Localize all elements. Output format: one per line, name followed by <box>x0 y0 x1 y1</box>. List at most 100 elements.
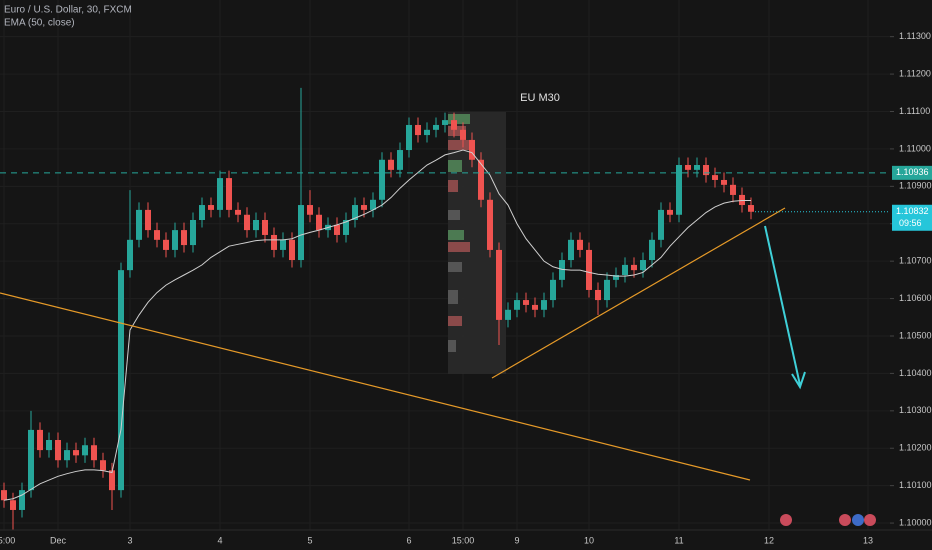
y-tick-label: 1.10600 <box>899 293 932 303</box>
candle-body <box>190 220 196 246</box>
x-tick-label: 15:00 <box>0 535 15 545</box>
candle-body <box>406 124 412 151</box>
candle-body <box>46 440 52 451</box>
candle-body <box>460 129 466 140</box>
event-icon <box>780 514 792 526</box>
symbol-title: Euro / U.S. Dollar, 30, FXCM <box>4 5 132 16</box>
candle-body <box>658 209 664 240</box>
y-tick-label: 1.10700 <box>899 256 932 266</box>
candle-body <box>154 230 160 240</box>
candle-body <box>64 450 70 461</box>
candle-body <box>604 279 610 301</box>
candle-body <box>568 239 574 261</box>
last-price-label: 1.10832 <box>896 206 929 216</box>
x-tick-label: 3 <box>127 535 132 545</box>
trend-line <box>491 207 786 379</box>
candle-body <box>595 289 601 301</box>
x-tick-label: 9 <box>514 535 519 545</box>
ema-line <box>3 149 751 501</box>
candle-body <box>586 249 592 290</box>
trend-line <box>0 292 751 481</box>
x-tick-label: 6 <box>406 535 411 545</box>
candle-body <box>217 178 223 210</box>
candle-body <box>19 490 25 510</box>
event-icons <box>780 514 876 526</box>
candle-body <box>352 205 358 220</box>
x-tick-label: 10 <box>584 535 594 545</box>
candle-body <box>739 194 745 206</box>
candle-body <box>559 260 565 280</box>
level-label: 1.10936 <box>896 167 929 177</box>
x-tick-label: 15:00 <box>452 535 475 545</box>
candle-body <box>433 124 439 130</box>
candle-body <box>37 429 43 451</box>
candle-body <box>127 239 133 271</box>
y-tick-label: 1.10400 <box>899 368 932 378</box>
y-tick-label: 1.11300 <box>899 31 931 41</box>
candle-body <box>541 300 547 310</box>
x-tick-label: Dec <box>50 535 67 545</box>
volume-profile <box>448 112 506 374</box>
last-price-tag <box>892 204 932 231</box>
level-tag <box>892 165 932 180</box>
candle-body <box>226 178 232 210</box>
candle-body <box>208 205 214 210</box>
y-tick-label: 1.11000 <box>899 143 931 153</box>
candle-body <box>442 120 448 125</box>
candle-body <box>109 470 115 491</box>
candle-body <box>145 209 151 231</box>
candle-body <box>667 209 673 215</box>
candle-body <box>262 220 268 235</box>
candle-body <box>172 230 178 250</box>
profile-bar <box>448 316 462 326</box>
candle-body <box>496 249 502 320</box>
profile-bar <box>448 242 470 252</box>
y-tick-label: 1.11100 <box>899 106 930 116</box>
candle-body <box>523 300 529 305</box>
candle-body <box>685 165 691 170</box>
candle-body <box>388 159 394 170</box>
candle-body <box>235 209 241 215</box>
profile-bar <box>448 210 460 220</box>
candle-body <box>82 445 88 456</box>
indicator-legend: EMA (50, close) <box>4 18 75 29</box>
candle-body <box>649 239 655 261</box>
candle-body <box>676 165 682 215</box>
candle-body <box>136 209 142 240</box>
candle-body <box>748 205 754 212</box>
event-icon <box>839 514 851 526</box>
x-tick-label: 11 <box>674 535 683 545</box>
candle-body <box>631 264 637 271</box>
y-tick-label: 1.10900 <box>899 181 932 191</box>
candle-body <box>640 260 646 271</box>
candle-body <box>163 239 169 250</box>
candle-body <box>10 500 16 510</box>
candle-body <box>334 224 340 235</box>
candle-body <box>298 205 304 261</box>
profile-bar <box>448 180 458 192</box>
candle-body <box>730 184 736 195</box>
candle-body <box>280 239 286 250</box>
candle-body <box>244 214 250 231</box>
x-tick-label: 12 <box>764 535 774 545</box>
event-icon <box>852 514 864 526</box>
candle-body <box>289 239 295 261</box>
y-tick-label: 1.10100 <box>899 480 932 490</box>
candle-body <box>370 199 376 210</box>
candle-body <box>532 304 538 310</box>
profile-bar <box>448 290 458 304</box>
candle-body <box>550 279 556 301</box>
candle-body <box>424 129 430 136</box>
candle-body <box>469 139 475 160</box>
countdown: 09:56 <box>899 218 922 228</box>
event-icon <box>864 514 876 526</box>
candle-body <box>91 445 97 461</box>
x-tick-label: 4 <box>217 535 222 545</box>
candle-body <box>694 165 700 170</box>
profile-bar <box>448 262 462 272</box>
plot-area <box>1 87 754 531</box>
y-tick-label: 1.10000 <box>899 517 932 527</box>
candle-body <box>199 205 205 220</box>
candle-body <box>577 239 583 250</box>
